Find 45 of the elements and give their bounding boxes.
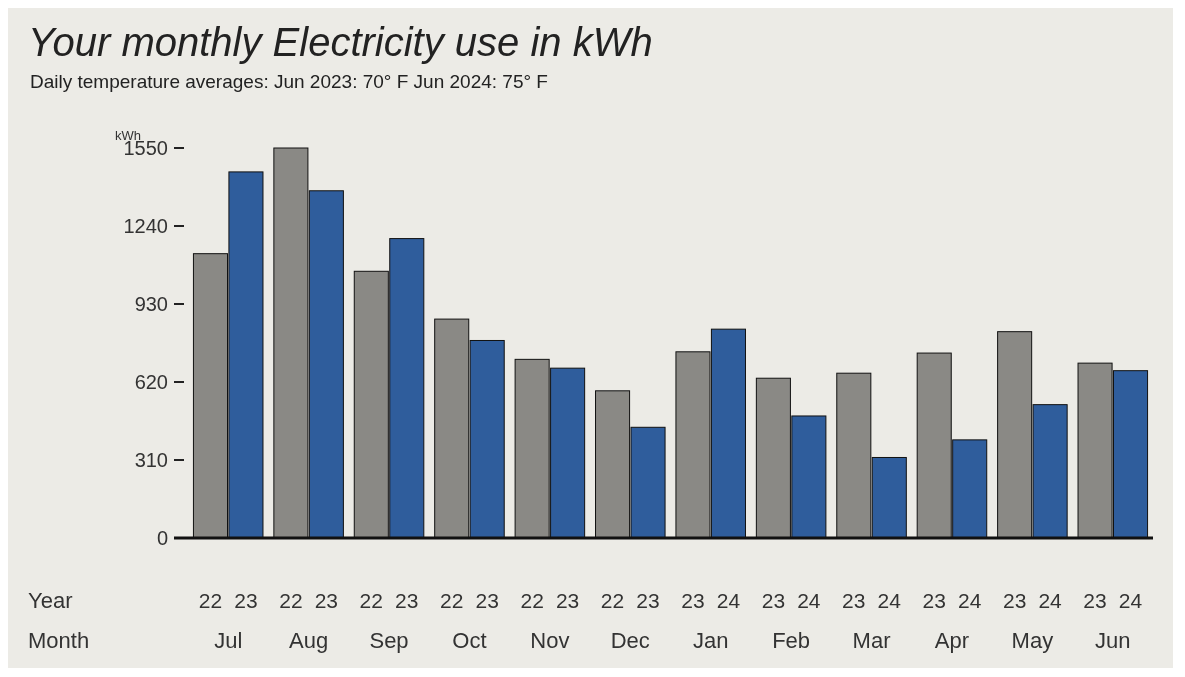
text: 23: [314, 589, 339, 612]
text: 24: [1118, 589, 1143, 612]
y-tick-label: 0: [156, 527, 168, 549]
y-tick-label: 1240: [123, 215, 168, 237]
text: 23: [1083, 589, 1107, 612]
text: 24: [716, 589, 741, 612]
x-tick-label: Jul: [214, 628, 243, 653]
x-tick-label: May: [1011, 628, 1054, 653]
text: Month: [28, 628, 90, 653]
y-tick-label: 310: [134, 449, 168, 471]
text: 24: [958, 589, 982, 612]
x-tick-label: Mar: [852, 628, 891, 653]
text: 23: [761, 589, 786, 612]
text: 23: [842, 589, 866, 612]
x-tick-label: Oct: [452, 628, 487, 653]
y-tick-label: 620: [134, 371, 168, 393]
text: 23: [475, 589, 499, 612]
chart-title: Your monthly Electricity use in kWh: [28, 20, 653, 64]
text: 24: [1038, 589, 1063, 612]
x-tick-label: Jan: [692, 628, 729, 653]
x-tick-label: Aug: [289, 628, 329, 653]
y-tick-label: 930: [134, 293, 168, 315]
text: 22: [198, 589, 223, 612]
x-tick-label: Apr: [934, 628, 970, 653]
text: 23: [922, 589, 946, 612]
text: 24: [877, 589, 902, 612]
text: 22: [600, 589, 625, 612]
text: 23: [555, 589, 580, 612]
text: 23: [681, 589, 705, 612]
x-tick-label: Feb: [772, 628, 811, 653]
x-tick-label: Dec: [610, 628, 650, 653]
text: 23: [395, 589, 419, 612]
text: 22: [359, 589, 383, 612]
text: 22: [279, 589, 303, 612]
text: 23: [636, 589, 660, 612]
x-tick-label: Nov: [530, 628, 570, 653]
text: 23: [1002, 589, 1027, 612]
text: 22: [520, 589, 544, 612]
x-tick-label: Jun: [1095, 628, 1131, 653]
chart-subtitle: Daily temperature averages: Jun 2023: 70° F Jun 2024: 75° F: [30, 71, 548, 92]
x-tick-label: Sep: [369, 628, 409, 653]
text: 22: [440, 589, 464, 612]
text: Year: [28, 588, 73, 613]
text: 23: [234, 589, 258, 612]
text: 24: [797, 589, 821, 612]
